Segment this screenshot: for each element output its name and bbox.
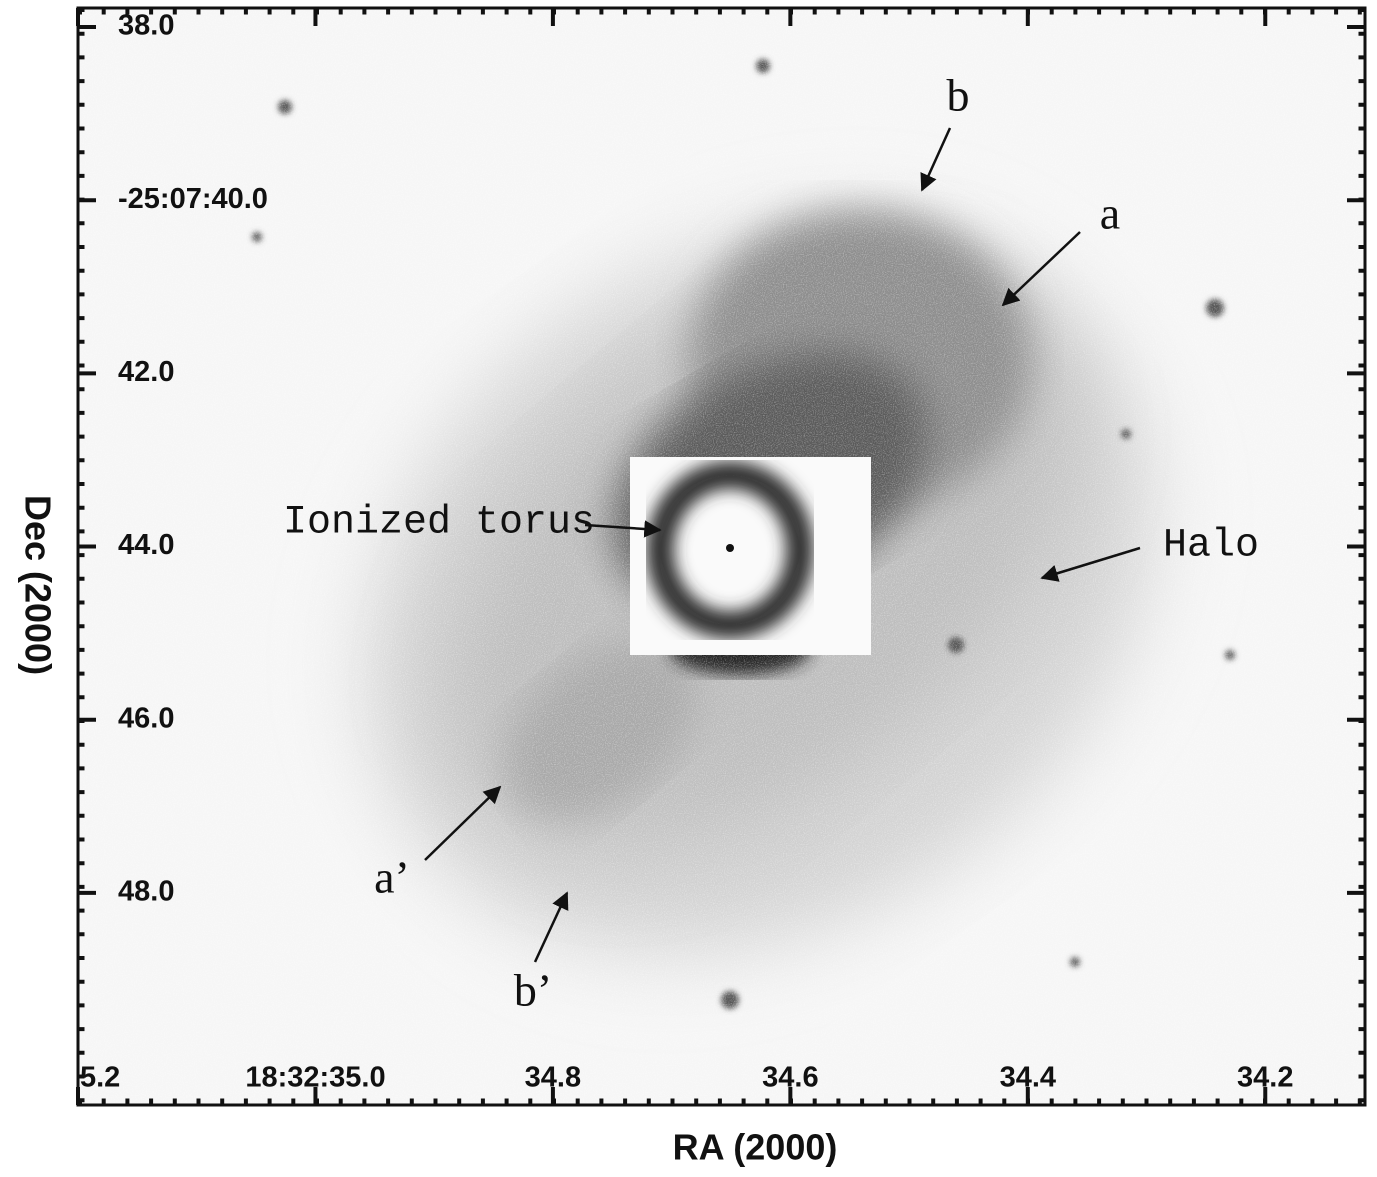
x-tick-label: 5.2: [80, 1062, 120, 1094]
x-tick-label: 34.8: [525, 1062, 581, 1094]
y-axis-label: Dec (2000): [17, 495, 58, 675]
annotation: a’: [374, 852, 410, 903]
x-tick-label: 18:32:35.0: [245, 1062, 385, 1094]
x-axis-label: RA (2000): [673, 1127, 838, 1168]
annotation: Ionized torus: [283, 501, 595, 546]
arrow: [533, 891, 569, 963]
annotation: b: [947, 70, 970, 121]
y-tick-label: 48.0: [118, 876, 174, 908]
arrow: [920, 127, 952, 192]
nebula-image: [78, 8, 1365, 1105]
x-tick-label: 34.2: [1237, 1062, 1293, 1094]
y-tick-label: 46.0: [118, 702, 174, 734]
y-tick-label: 44.0: [118, 529, 174, 561]
annotation: Halo: [1163, 524, 1259, 569]
arrow: [424, 785, 502, 861]
arrow: [1040, 546, 1141, 582]
x-tick-label: 34.6: [762, 1062, 818, 1094]
y-tick-label: -25:07:40.0: [118, 183, 268, 215]
arrow: [1001, 231, 1081, 307]
annotations: b a Ionized torus Halo a’ b’: [283, 70, 1259, 1016]
y-tick-label: 42.0: [118, 356, 174, 388]
annotation: a: [1100, 188, 1120, 239]
minor-ticks: [78, 8, 1365, 1105]
y-tick-label: 38.0: [118, 10, 174, 42]
arrow: [584, 520, 662, 538]
plot-frame: [76, 6, 1367, 1107]
annotation: b’: [514, 965, 552, 1016]
x-tick-label: 34.4: [1000, 1062, 1056, 1094]
